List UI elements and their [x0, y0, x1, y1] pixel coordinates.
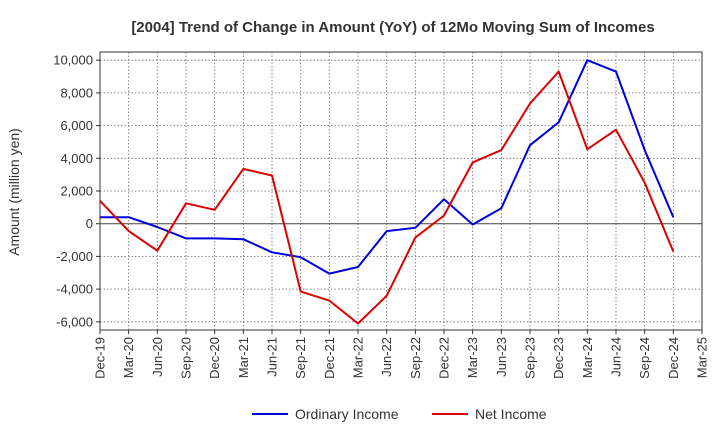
x-tick-label: Dec-19	[93, 337, 108, 379]
y-tick-label: 6,000	[60, 118, 93, 133]
x-tick-label: Sep-21	[293, 337, 308, 379]
y-tick-label: 8,000	[60, 85, 93, 100]
y-ticks: -6,000 -4,000 -2,000 0 2,000 4,000 6,000 8,000 1…	[53, 53, 100, 329]
grid	[100, 52, 702, 330]
y-tick-label: 2,000	[60, 184, 93, 199]
x-ticks: Dec-19 Mar-20 Jun-20 Sep-20 Dec-20 Mar-21 Jun-…	[93, 330, 710, 379]
legend: Ordinary Income Net Income	[252, 406, 547, 422]
y-tick-label: -4,000	[56, 282, 93, 297]
y-tick-label: 4,000	[60, 151, 93, 166]
series-line-ordinary-income	[100, 59, 675, 275]
x-tick-label: Dec-22	[437, 337, 452, 379]
x-tick-label: Dec-21	[322, 337, 337, 379]
x-tick-label: Jun-23	[494, 337, 509, 377]
series-layer	[99, 59, 675, 325]
y-tick-label: -6,000	[56, 314, 93, 329]
x-tick-label: Mar-25	[695, 337, 710, 378]
x-tick-label: Jun-20	[150, 337, 165, 377]
x-tick-label: Mar-21	[236, 337, 251, 378]
legend-label: Net Income	[475, 406, 547, 422]
x-tick-label: Dec-24	[666, 337, 681, 379]
chart-title: [2004] Trend of Change in Amount (YoY) o…	[131, 19, 654, 36]
x-tick-label: Jun-21	[265, 337, 280, 377]
x-tick-label: Sep-20	[179, 337, 194, 379]
y-tick-label: 10,000	[53, 53, 93, 68]
x-tick-label: Jun-22	[379, 337, 394, 377]
y-axis-label: Amount (million yen)	[6, 128, 22, 256]
x-tick-label: Dec-20	[207, 337, 222, 379]
y-tick-label: -2,000	[56, 249, 93, 264]
y-tick-label: 0	[86, 216, 93, 231]
x-tick-label: Jun-24	[609, 337, 624, 377]
x-tick-label: Mar-20	[121, 337, 136, 378]
series-line-net-income	[99, 70, 675, 325]
legend-label: Ordinary Income	[295, 406, 399, 422]
x-tick-label: Sep-24	[637, 337, 652, 379]
x-tick-label: Mar-24	[580, 337, 595, 378]
x-tick-label: Mar-22	[351, 337, 366, 378]
x-tick-label: Sep-23	[523, 337, 538, 379]
x-tick-label: Sep-22	[408, 337, 423, 379]
x-tick-label: Dec-23	[551, 337, 566, 379]
x-tick-label: Mar-23	[465, 337, 480, 378]
